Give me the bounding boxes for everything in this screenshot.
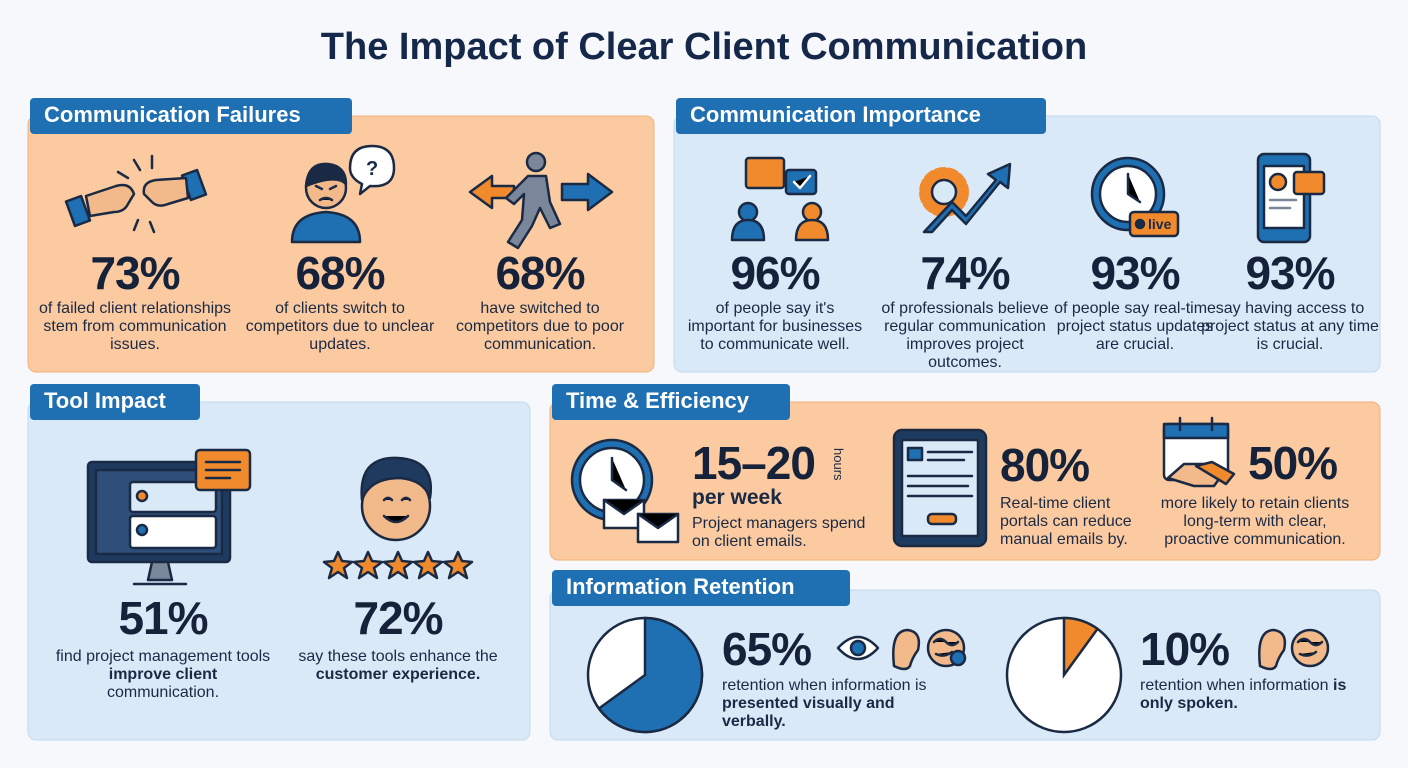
description: find project management tools improve cl… xyxy=(53,648,273,702)
page-title: The Impact of Clear Client Communication xyxy=(320,26,1088,68)
description: retention when information is only spoke… xyxy=(1140,677,1380,713)
section-heading: Communication Failures xyxy=(44,102,301,127)
text-before: retention when information xyxy=(1140,677,1333,694)
section-heading: Communication Importance xyxy=(690,102,981,127)
monitor-icon xyxy=(86,448,252,586)
description: retention when information is presented … xyxy=(722,677,962,731)
description: of clients switch to competitors due to … xyxy=(245,300,435,353)
stat-value: 80% xyxy=(1000,439,1090,491)
stat-unit: hours xyxy=(831,448,846,481)
text-before: find project management tools xyxy=(55,648,271,665)
text-before: say these tools enhance the xyxy=(298,648,498,665)
text-after: communication. xyxy=(106,684,220,701)
stat-value: 74% xyxy=(920,247,1010,299)
stat-value: 96% xyxy=(730,247,820,299)
chat-people-icon xyxy=(730,156,830,242)
stars xyxy=(322,550,474,580)
arrows-icon xyxy=(468,151,614,250)
bold: customer experience. xyxy=(315,666,481,683)
face-icon xyxy=(360,456,433,542)
description: say having access to project status at a… xyxy=(1201,300,1379,353)
gear-growth-icon xyxy=(919,162,1012,234)
stat-value: 51% xyxy=(118,592,208,644)
description: Project managers spend on client emails. xyxy=(692,515,866,550)
clock-mail-icon xyxy=(570,438,680,544)
pie-slice xyxy=(597,616,704,734)
hands-icon xyxy=(64,154,208,234)
section-heading: Time & Efficiency xyxy=(566,388,749,413)
stat-value: 72% xyxy=(353,592,443,644)
bold: improve client xyxy=(108,666,218,683)
stat-value: 93% xyxy=(1090,247,1180,299)
stat-value: 10% xyxy=(1140,623,1230,675)
description: of failed client relationships stem from… xyxy=(38,300,232,353)
stat-value: 50% xyxy=(1248,437,1338,489)
tab xyxy=(30,98,352,134)
description: have switched to competitors due to poor… xyxy=(455,300,625,353)
description: of people say it's important for busines… xyxy=(687,300,863,353)
tab xyxy=(30,384,200,420)
person-icon xyxy=(290,144,396,244)
tablet-icon xyxy=(892,428,988,548)
pie-slice xyxy=(1062,616,1100,679)
tab xyxy=(552,570,850,606)
bold: presented visually and verbally. xyxy=(722,695,895,730)
clock-icon xyxy=(1090,156,1180,238)
description: more likely to retain clients long-term … xyxy=(1160,495,1350,548)
stat-sub: per week xyxy=(692,486,782,509)
text-before: retention when information is xyxy=(722,677,927,694)
stat-value: 65% xyxy=(722,623,812,675)
stat-value: 73% xyxy=(90,247,180,299)
panel xyxy=(549,589,1381,741)
description: of people say real-time project status u… xyxy=(1054,300,1216,353)
description: Real-time client portals can reduce manu… xyxy=(1000,495,1132,548)
section-heading: Information Retention xyxy=(566,574,795,599)
calendar-icon xyxy=(1162,416,1236,488)
stat-value: 68% xyxy=(295,247,385,299)
description: of professionals believe regular communi… xyxy=(881,300,1049,371)
bold: is only spoken. xyxy=(1140,677,1347,712)
description: say these tools enhance the customer exp… xyxy=(288,648,508,684)
section-heading: Tool Impact xyxy=(44,388,166,413)
senses-icons xyxy=(836,628,1330,671)
tab xyxy=(676,98,1046,134)
stat-value: 68% xyxy=(495,247,585,299)
phone-icon xyxy=(1256,152,1326,244)
stat-value: 15–20 xyxy=(692,437,816,489)
icon-glyph: live xyxy=(1148,216,1172,232)
icon-glyph: ? xyxy=(366,158,379,180)
stat-value: 93% xyxy=(1245,247,1335,299)
tab xyxy=(552,384,790,420)
